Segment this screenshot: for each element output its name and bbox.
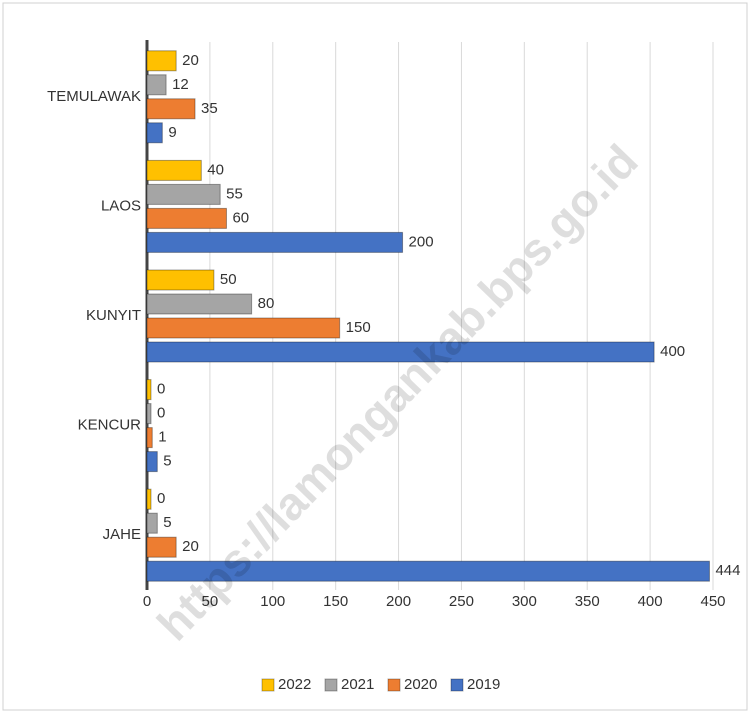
- data-label: 35: [201, 100, 218, 117]
- bar: [146, 536, 177, 558]
- bar: [146, 98, 196, 120]
- data-label: 40: [207, 161, 224, 178]
- data-label: 60: [232, 209, 249, 226]
- legend-label: 2019: [467, 676, 500, 693]
- legend-label: 2021: [341, 676, 374, 693]
- bar: [146, 488, 152, 510]
- bar: [146, 512, 158, 534]
- data-label: 80: [258, 295, 275, 312]
- data-label: 12: [172, 76, 189, 93]
- data-label: 0: [157, 490, 165, 507]
- legend-swatch: [387, 678, 401, 692]
- bar: [146, 159, 202, 181]
- x-tick-label: 350: [575, 593, 600, 610]
- bar: [146, 207, 227, 229]
- data-label: 9: [168, 124, 176, 141]
- bar: [146, 231, 404, 253]
- data-label: 50: [220, 271, 237, 288]
- bar: [146, 317, 341, 339]
- bar: [146, 379, 152, 401]
- data-label: 400: [660, 343, 685, 360]
- legend-swatch: [324, 678, 338, 692]
- x-tick-label: 300: [512, 593, 537, 610]
- x-tick-label: 200: [386, 593, 411, 610]
- x-tick-label: 250: [449, 593, 474, 610]
- y-tick-label: JAHE: [103, 526, 141, 543]
- x-tick-label: 0: [143, 593, 151, 610]
- data-label: 55: [226, 185, 243, 202]
- legend-label: 2022: [278, 676, 311, 693]
- bar: [146, 50, 177, 72]
- data-label: 20: [182, 52, 199, 69]
- x-tick-label: 50: [202, 593, 219, 610]
- data-label: 444: [715, 562, 740, 579]
- bar: [146, 560, 710, 582]
- legend-swatch: [450, 678, 464, 692]
- data-label: 0: [157, 405, 165, 422]
- bar: [146, 183, 221, 205]
- x-tick-label: 100: [260, 593, 285, 610]
- legend-label: 2020: [404, 676, 437, 693]
- legend-swatch: [261, 678, 275, 692]
- bar: [146, 293, 253, 315]
- x-tick-label: 450: [700, 593, 725, 610]
- bar: [146, 74, 167, 96]
- x-tick-label: 400: [638, 593, 663, 610]
- bar: [146, 403, 152, 425]
- data-label: 150: [346, 319, 371, 336]
- y-tick-label: KUNYIT: [86, 307, 141, 324]
- data-label: 20: [182, 538, 199, 555]
- data-label: 0: [157, 381, 165, 398]
- data-label: 1: [158, 429, 166, 446]
- bar: [146, 341, 655, 363]
- y-tick-label: KENCUR: [78, 417, 142, 434]
- data-label: 5: [163, 514, 171, 531]
- bar: [146, 122, 163, 144]
- data-label: 5: [163, 453, 171, 470]
- bar: [146, 451, 158, 473]
- bar: [146, 269, 215, 291]
- bar: [146, 427, 153, 449]
- y-tick-label: TEMULAWAK: [47, 88, 141, 105]
- x-tick-label: 150: [323, 593, 348, 610]
- data-label: 200: [409, 233, 434, 250]
- y-tick-label: LAOS: [101, 197, 141, 214]
